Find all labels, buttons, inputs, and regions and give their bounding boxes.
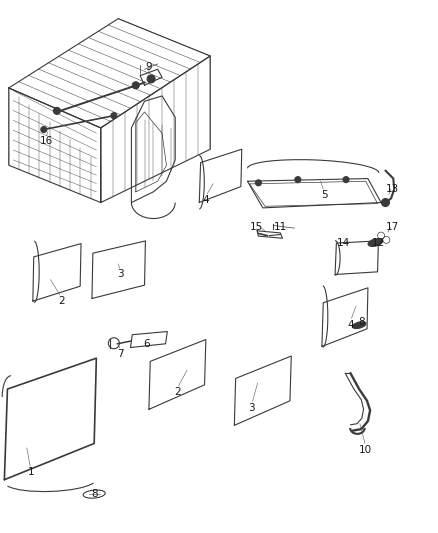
Circle shape bbox=[53, 107, 60, 115]
Text: 7: 7 bbox=[117, 350, 124, 359]
Circle shape bbox=[295, 176, 301, 183]
Ellipse shape bbox=[352, 322, 366, 328]
Text: 4: 4 bbox=[347, 320, 354, 330]
Text: 12: 12 bbox=[372, 238, 385, 247]
Circle shape bbox=[41, 126, 47, 133]
Circle shape bbox=[381, 198, 389, 207]
Text: 8: 8 bbox=[91, 489, 98, 499]
Text: 15: 15 bbox=[250, 222, 263, 231]
Ellipse shape bbox=[368, 239, 383, 246]
Circle shape bbox=[132, 82, 139, 89]
Text: 2: 2 bbox=[174, 387, 181, 397]
Text: 8: 8 bbox=[358, 318, 365, 327]
Text: 14: 14 bbox=[337, 238, 350, 247]
Text: 13: 13 bbox=[385, 184, 399, 194]
Text: 17: 17 bbox=[385, 222, 399, 231]
Text: 3: 3 bbox=[248, 403, 255, 413]
Circle shape bbox=[111, 112, 117, 119]
Circle shape bbox=[147, 75, 155, 83]
Text: 11: 11 bbox=[274, 222, 287, 231]
Circle shape bbox=[255, 180, 261, 186]
Text: 4: 4 bbox=[202, 195, 209, 205]
Text: 2: 2 bbox=[58, 296, 65, 306]
Text: 16: 16 bbox=[39, 136, 53, 146]
Text: 1: 1 bbox=[27, 467, 34, 477]
Text: 9: 9 bbox=[145, 62, 152, 71]
Text: 6: 6 bbox=[143, 339, 150, 349]
Text: 10: 10 bbox=[359, 446, 372, 455]
Circle shape bbox=[343, 176, 349, 183]
Text: 3: 3 bbox=[117, 270, 124, 279]
Text: 5: 5 bbox=[321, 190, 328, 199]
